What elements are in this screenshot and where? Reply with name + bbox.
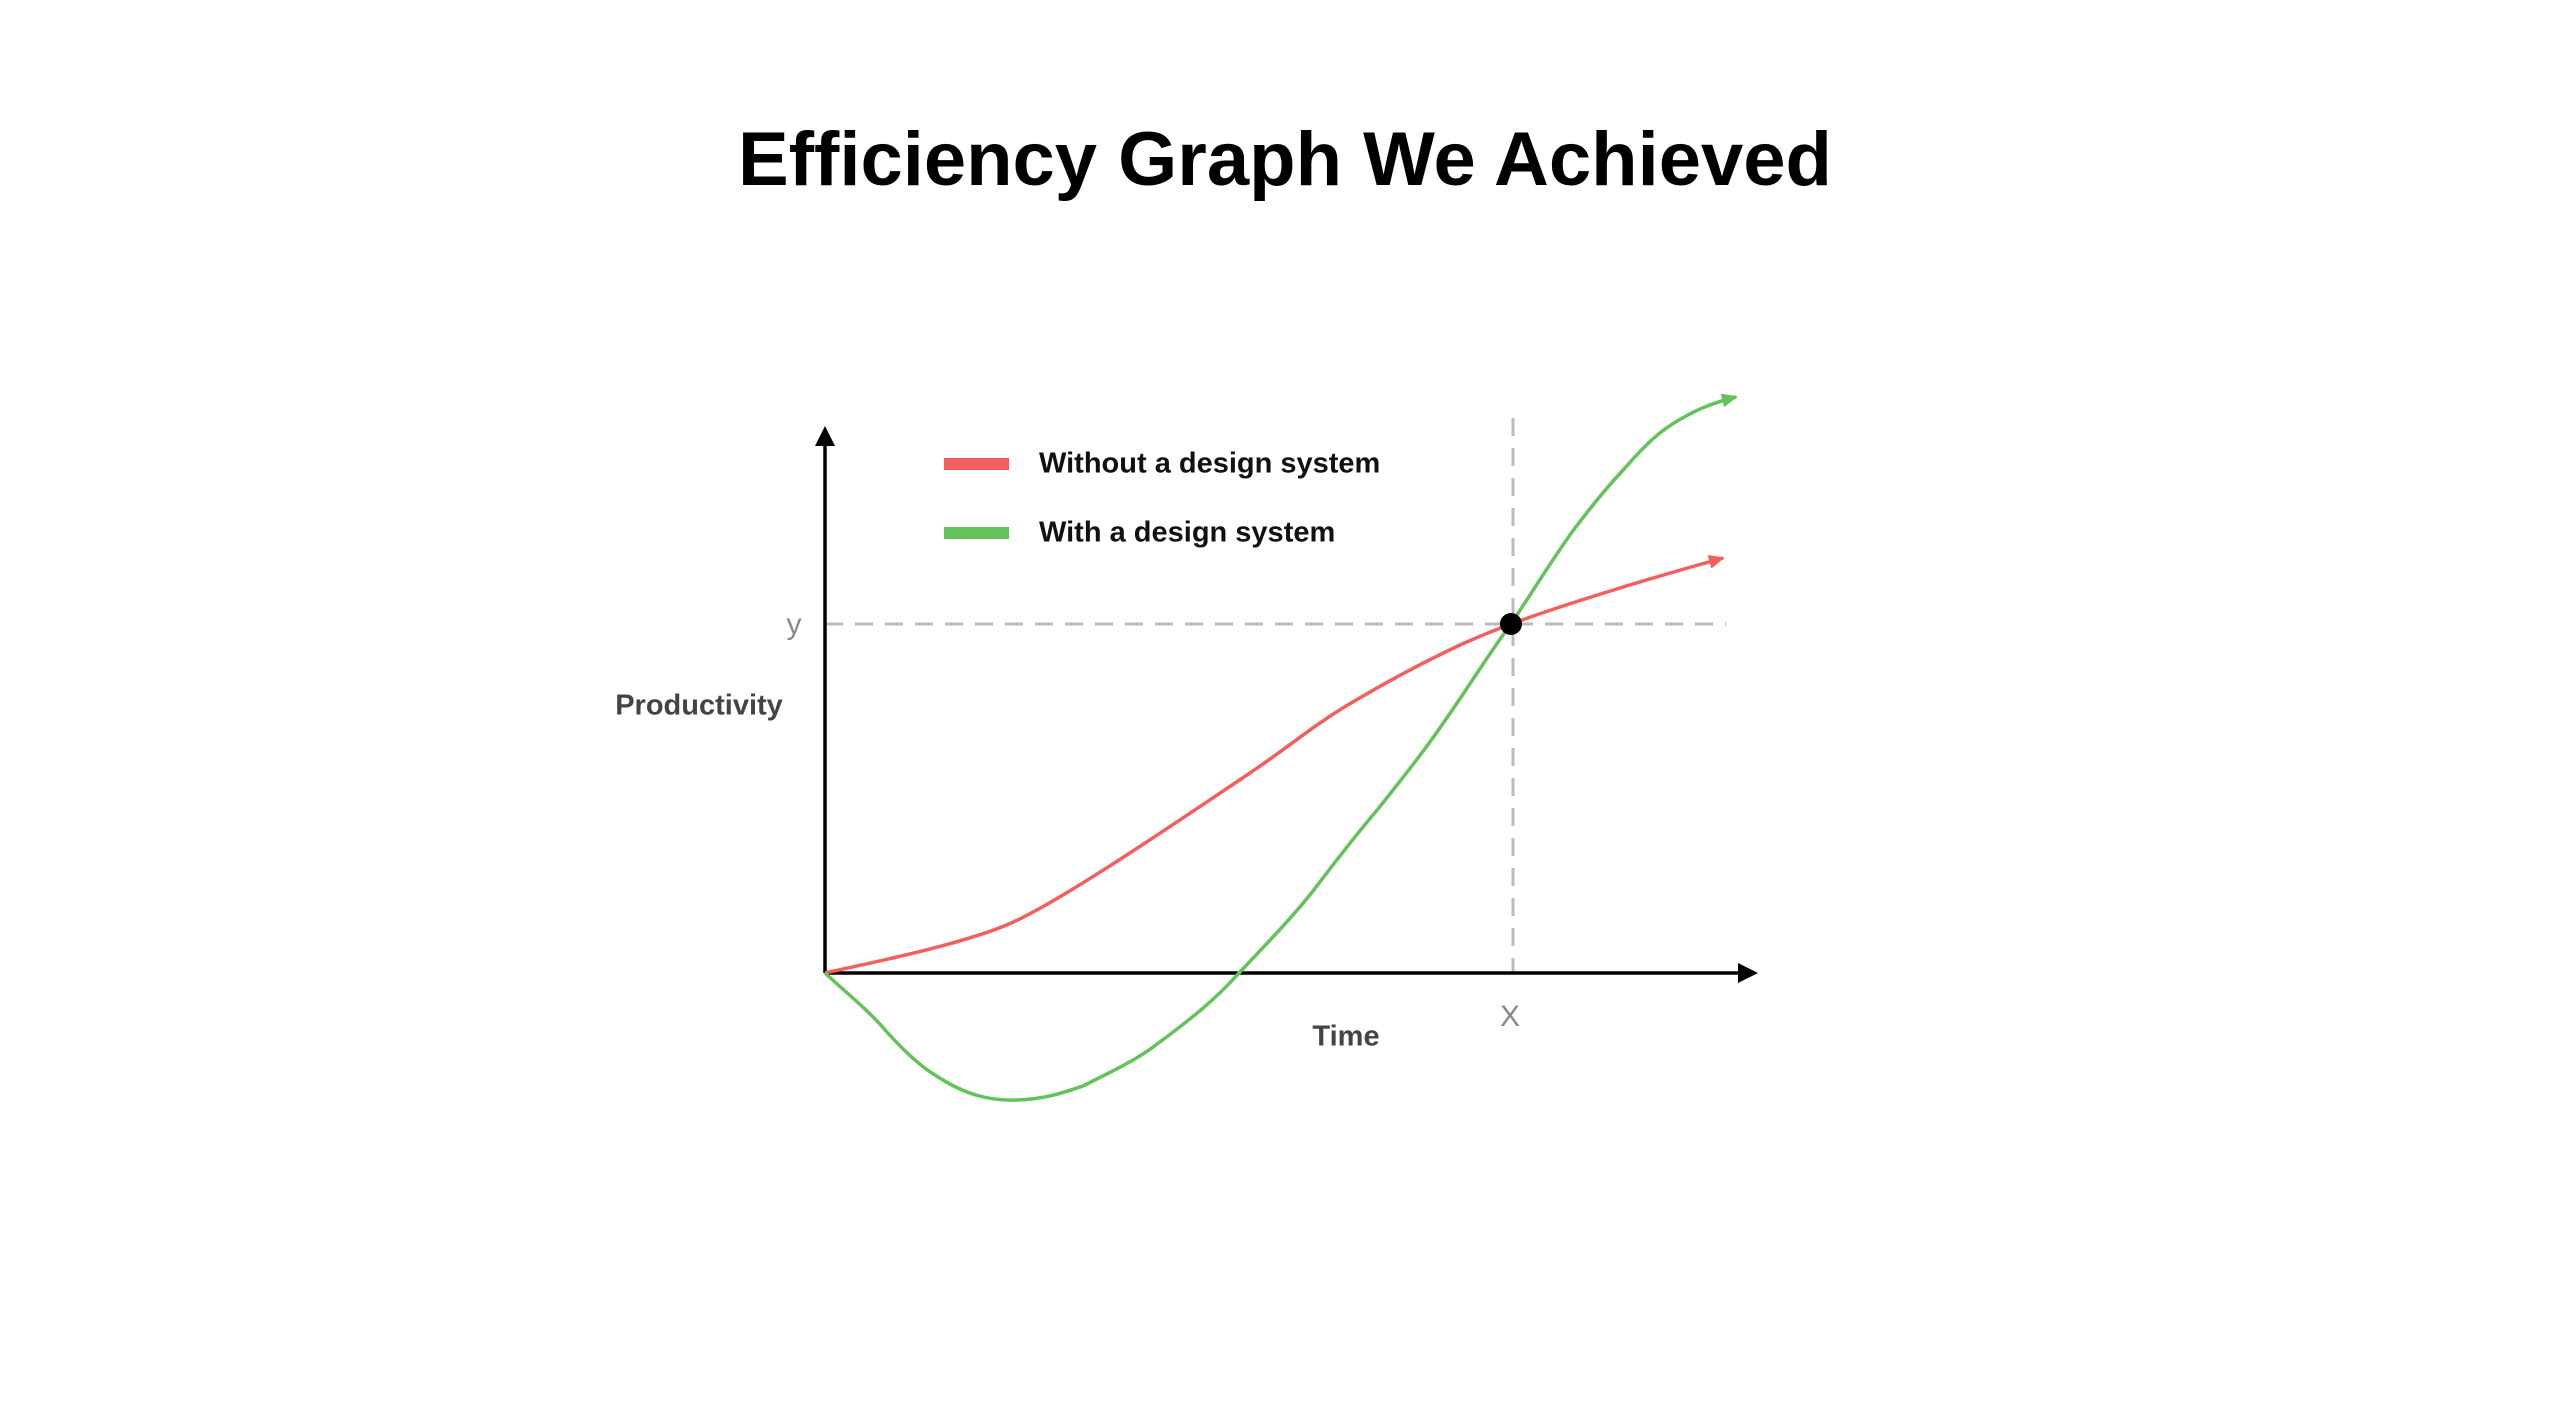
x-axis-label: Time <box>1312 1021 1379 1053</box>
curve-without <box>824 554 1725 975</box>
legend-label: Without a design system <box>1039 448 1380 480</box>
y-arrow <box>815 426 835 446</box>
x-arrow <box>1738 963 1758 983</box>
legend-label: With a design system <box>1039 517 1335 549</box>
intersection-dot <box>1500 613 1522 635</box>
title: Efficiency Graph We Achieved <box>738 117 1832 202</box>
y-marker: y <box>787 608 802 641</box>
x-marker: X <box>1500 1000 1520 1033</box>
curve-with <box>823 393 1738 1102</box>
y-axis-label: Productivity <box>615 690 783 722</box>
